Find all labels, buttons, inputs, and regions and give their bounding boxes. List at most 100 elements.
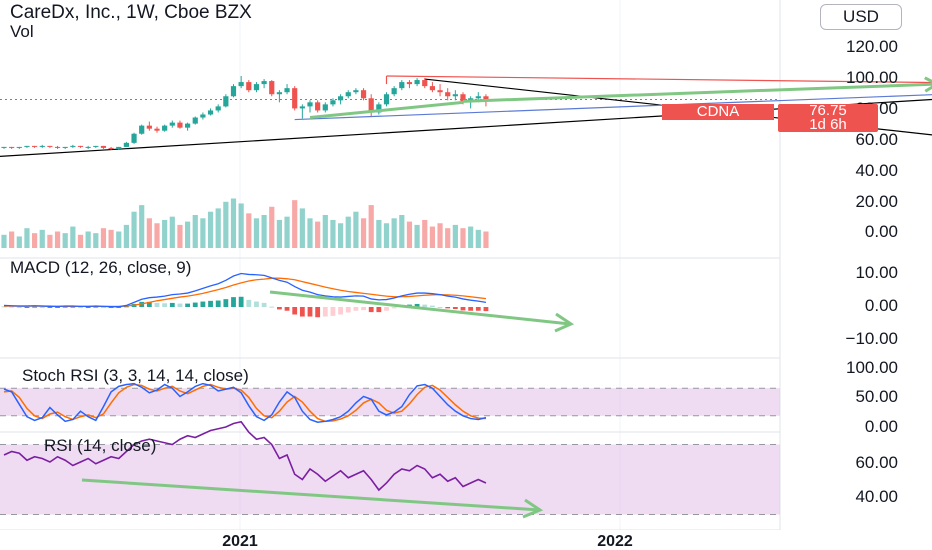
volume-bar bbox=[445, 228, 451, 248]
bar-countdown: 1d 6h bbox=[809, 116, 847, 133]
macd-histogram-bar bbox=[16, 307, 22, 308]
candle-body bbox=[139, 125, 145, 134]
candle-body bbox=[345, 92, 351, 97]
volume-bar bbox=[100, 228, 107, 248]
candle-body bbox=[116, 146, 122, 149]
volume-bar bbox=[284, 216, 290, 248]
volume-bar bbox=[131, 211, 137, 248]
volume-bar bbox=[116, 231, 122, 248]
long-support bbox=[0, 98, 932, 157]
macd-histogram-bar bbox=[345, 307, 351, 313]
volume-bar bbox=[54, 231, 61, 248]
macd-histogram-bar bbox=[475, 307, 481, 311]
macd-histogram-bar bbox=[238, 296, 244, 307]
volume-bar bbox=[422, 219, 428, 248]
volume-bar bbox=[391, 218, 397, 248]
macd-histogram-bar bbox=[277, 307, 282, 310]
macd-histogram-bar bbox=[116, 307, 122, 308]
rsi-tick-label: 40.00 bbox=[855, 487, 898, 506]
volume-bar bbox=[108, 229, 114, 248]
candle-body bbox=[24, 145, 30, 147]
candle-body bbox=[391, 88, 397, 95]
volume-bar bbox=[16, 236, 22, 248]
volume-bar bbox=[39, 229, 45, 248]
volume-bar bbox=[269, 206, 275, 248]
price-tick-label: 0.00 bbox=[865, 222, 898, 241]
candle-body bbox=[383, 94, 390, 105]
time-axis: 2021 2022 bbox=[0, 530, 932, 550]
volume-bar bbox=[383, 223, 390, 248]
macd-histogram-bar bbox=[292, 307, 298, 315]
volume-bar bbox=[468, 226, 474, 248]
volume-bar bbox=[85, 231, 91, 248]
macd-histogram-bar bbox=[154, 302, 160, 307]
volume-bar bbox=[345, 216, 351, 248]
macd-histogram-bar bbox=[78, 307, 83, 308]
candle-body bbox=[169, 122, 175, 126]
volume-bar bbox=[154, 223, 160, 248]
macd-trend-arrow-head bbox=[554, 312, 575, 333]
volume-bar bbox=[93, 233, 99, 248]
last-price-badge: 76.75 1d 6h bbox=[778, 103, 878, 133]
volume-bar bbox=[353, 211, 359, 248]
candle-body bbox=[154, 128, 160, 131]
macd-histogram-bar bbox=[445, 307, 451, 309]
time-tick-label: 2022 bbox=[597, 533, 633, 550]
candle-body bbox=[399, 82, 405, 89]
currency-button[interactable]: USD bbox=[820, 4, 902, 30]
trend-arrow-2 bbox=[462, 82, 932, 103]
candle-body bbox=[353, 90, 359, 93]
candle-body bbox=[223, 96, 229, 107]
macd-histogram-bar bbox=[124, 306, 129, 308]
candle-body bbox=[338, 96, 344, 101]
stoch-d-line bbox=[3, 383, 486, 423]
rsi-line bbox=[3, 420, 487, 492]
candle-body bbox=[460, 94, 466, 103]
candle-body bbox=[16, 146, 22, 148]
volume-bars bbox=[1, 198, 489, 248]
macd-histogram-bar bbox=[330, 307, 336, 316]
macd-histogram-bar bbox=[177, 303, 183, 307]
volume-bar bbox=[238, 203, 244, 248]
macd-histogram-bar bbox=[24, 307, 30, 308]
stoch-tick-label: 0.00 bbox=[865, 417, 898, 436]
pane-titles: MACD (12, 26, close, 9) Stoch RSI (3, 3, … bbox=[10, 258, 249, 455]
macd-line bbox=[3, 272, 487, 308]
volume-bar bbox=[307, 218, 313, 248]
macd-histogram-bar bbox=[208, 300, 213, 307]
volume-label: Vol bbox=[10, 22, 34, 41]
volume-bar bbox=[207, 211, 214, 248]
volume-bar bbox=[360, 218, 367, 248]
candle-body bbox=[177, 122, 183, 128]
macd-histogram-bar bbox=[32, 306, 37, 308]
symbol-tag: CDNA bbox=[662, 104, 774, 120]
rsi-trend-arrow bbox=[81, 478, 541, 512]
macd-histogram-bar bbox=[146, 301, 152, 307]
macd-histogram-bar bbox=[93, 306, 99, 308]
macd-histogram-bar bbox=[223, 299, 229, 307]
volume-bar bbox=[223, 201, 229, 248]
candle-body bbox=[276, 92, 282, 95]
macd-histogram-bar bbox=[322, 307, 328, 317]
candle-body bbox=[93, 145, 99, 147]
macd-histogram-bar bbox=[215, 300, 221, 307]
candle-body bbox=[39, 145, 45, 147]
macd-trend-arrow bbox=[269, 290, 571, 326]
candle-body bbox=[437, 90, 443, 93]
rsi-title: RSI (14, close) bbox=[44, 436, 156, 455]
candle-body bbox=[315, 102, 321, 111]
volume-bar bbox=[299, 208, 305, 248]
volume-bar bbox=[315, 221, 321, 248]
stoch-k-line bbox=[3, 382, 487, 424]
candle-body bbox=[32, 145, 38, 147]
macd-pane bbox=[1, 272, 489, 318]
candle-body bbox=[483, 96, 489, 100]
macd-histogram-bar bbox=[47, 307, 53, 308]
candle-body bbox=[322, 104, 328, 111]
volume-bar bbox=[177, 224, 183, 248]
macd-histogram-bar bbox=[169, 302, 175, 307]
price-tick-label: 60.00 bbox=[855, 130, 898, 149]
macd-histogram-bar bbox=[338, 307, 343, 315]
macd-histogram-bar bbox=[430, 305, 435, 307]
candle-body bbox=[368, 98, 374, 113]
